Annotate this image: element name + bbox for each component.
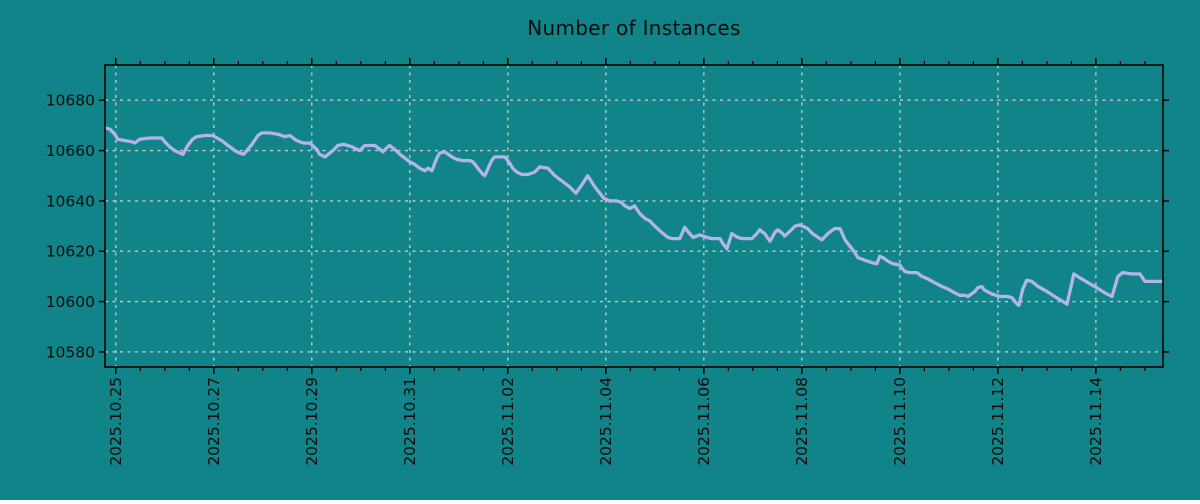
y-tick-label: 10580 (46, 343, 95, 361)
y-tick-label: 10600 (46, 293, 95, 311)
y-tick-label: 10620 (46, 243, 95, 261)
x-tick-label: 2025.10.31 (401, 377, 419, 466)
plot-border (104, 64, 1164, 368)
x-tick-label: 2025.11.04 (597, 377, 615, 466)
gridlines (105, 65, 1163, 367)
x-tick-label: 2025.11.06 (695, 377, 713, 466)
x-tick-label: 2025.10.29 (303, 377, 321, 466)
x-tick-label: 2025.11.02 (499, 377, 517, 466)
x-tick-label: 2025.10.25 (107, 377, 125, 466)
y-tick-label: 10640 (46, 192, 95, 210)
x-tick-label: 2025.11.14 (1087, 377, 1105, 466)
y-tick-labels: 10580 10600 10620 10640 10660 10680 (46, 92, 95, 362)
x-tick-labels: 2025.10.25 2025.10.27 2025.10.29 2025.10.31… (107, 377, 1105, 466)
axis-ticks (99, 58, 1169, 374)
y-tick-label: 10660 (46, 142, 95, 160)
y-tick-label: 10680 (46, 92, 95, 110)
x-tick-label: 2025.11.08 (793, 377, 811, 466)
series-line-instances (104, 126, 1164, 307)
x-tick-label: 2025.11.10 (891, 377, 909, 466)
x-tick-label: 2025.11.12 (989, 377, 1007, 466)
x-tick-label: 2025.10.27 (205, 377, 223, 466)
